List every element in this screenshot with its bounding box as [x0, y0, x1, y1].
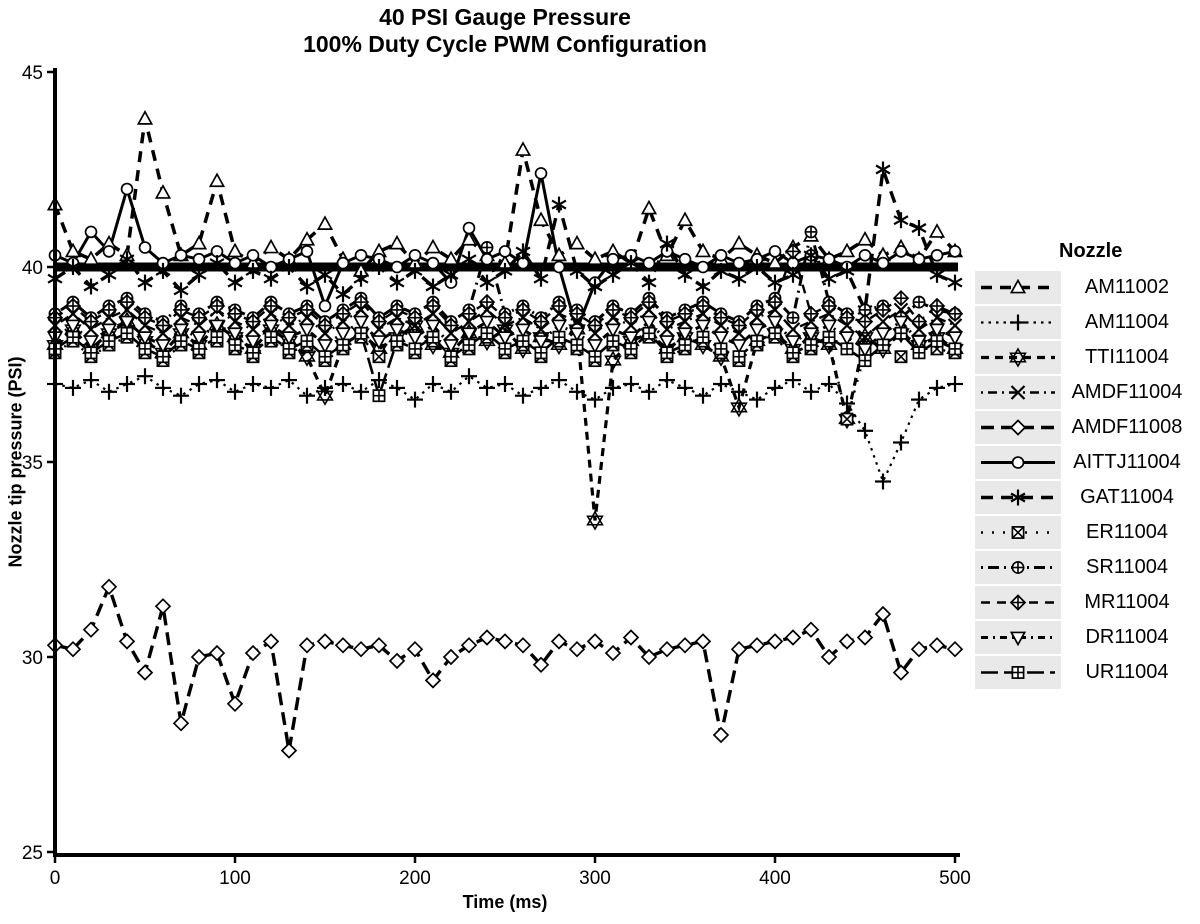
legend-key-circle-plus-icon [975, 551, 1061, 584]
y-axis-label: Nozzle tip pressure (PSI) [5, 356, 26, 568]
y-tick-label: 40 [22, 258, 43, 279]
x-tick-label: 100 [219, 868, 251, 889]
legend-key-diamond-icon [975, 411, 1061, 444]
legend-key-star6-icon [975, 341, 1061, 374]
legend-key-square-x-icon [975, 516, 1061, 549]
chart-title-line1: 40 PSI Gauge Pressure [379, 4, 631, 30]
legend-item-UR11004: UR11004 [975, 656, 1197, 689]
series-markers-UR11004 [48, 326, 962, 403]
series-line-AM11004 [54, 374, 956, 485]
legend-key-triangle-up-icon [975, 271, 1061, 304]
x-tick-label: 0 [50, 868, 61, 889]
series-markers-DR11004 [46, 315, 964, 358]
legend-key-square-plus-icon [975, 656, 1061, 689]
legend-item-SR11004: SR11004 [975, 551, 1197, 584]
y-tick-label: 25 [22, 843, 43, 864]
legend-key-asterisk-icon [975, 481, 1061, 514]
x-tick-label: 400 [759, 868, 791, 889]
series-markers-GAT11004 [47, 161, 963, 318]
y-tick-label: 35 [22, 453, 43, 474]
series-line-GAT11004 [54, 168, 956, 316]
series-line-AMDF11008 [54, 581, 956, 751]
legend-rows: AM11002 AM11004 TTI11004 AMDF11004 AMDF11008… [975, 271, 1197, 689]
legend-item-DR11004: DR11004 [975, 621, 1197, 654]
legend-label: GAT11004 [1080, 486, 1174, 508]
chart-title: 40 PSI Gauge Pressure 100% Duty Cycle PW… [55, 4, 955, 58]
series-markers-AITTJ11004 [48, 167, 962, 336]
series-markers-AMDF11008 [46, 578, 964, 759]
chart-title-line2: 100% Duty Cycle PWM Configuration [303, 31, 707, 57]
legend-label: AMDF11008 [1071, 416, 1183, 438]
legend-item-AMDF11004: AMDF11004 [975, 376, 1197, 409]
x-tick-label: 200 [399, 868, 431, 889]
legend-key-circle-icon [975, 446, 1061, 479]
legend-label: DR11004 [1085, 626, 1169, 648]
legend-title: Nozzle [1059, 240, 1123, 262]
legend-label: MR11004 [1084, 591, 1170, 613]
x-tick-label: 500 [939, 868, 971, 889]
series-markers-MR11004 [46, 243, 964, 334]
series-markers-AM11004 [47, 368, 963, 490]
legend-item-AITTJ11004: AITTJ11004 [975, 446, 1197, 479]
y-tick-label: 45 [22, 63, 43, 84]
legend: Nozzle AM11002 AM11004 TTI11004 AMDF11004 AM… [975, 240, 1197, 691]
legend-label: ER11004 [1086, 521, 1168, 543]
legend-item-AM11004: AM11004 [975, 306, 1197, 339]
legend-label: AM11004 [1084, 311, 1170, 333]
legend-label: AITTJ11004 [1073, 451, 1181, 473]
x-tick-label: 300 [579, 868, 611, 889]
legend-key-triangle-down-icon [975, 621, 1061, 654]
legend-label: TTI11004 [1084, 346, 1170, 368]
legend-item-GAT11004: GAT11004 [975, 481, 1197, 514]
legend-key-diamond-plus-icon [975, 586, 1061, 619]
legend-label: AMDF11004 [1071, 381, 1183, 403]
legend-label: UR11004 [1085, 661, 1169, 683]
legend-key-plus-icon [975, 306, 1061, 339]
legend-item-MR11004: MR11004 [975, 586, 1197, 619]
legend-label: AM11002 [1084, 276, 1170, 298]
axes: 25 30 35 40 45 0 100 200 300 400 500 [22, 63, 971, 889]
legend-item-ER11004: ER11004 [975, 516, 1197, 549]
legend-label: SR11004 [1086, 556, 1168, 578]
legend-item-AM11002: AM11002 [975, 271, 1197, 304]
legend-item-AMDF11008: AMDF11008 [975, 411, 1197, 444]
legend-item-TTI11004: TTI11004 [975, 341, 1197, 374]
x-axis-label: Time (ms) [462, 892, 548, 912]
legend-key-x-icon [975, 376, 1061, 409]
y-tick-label: 30 [22, 648, 43, 669]
